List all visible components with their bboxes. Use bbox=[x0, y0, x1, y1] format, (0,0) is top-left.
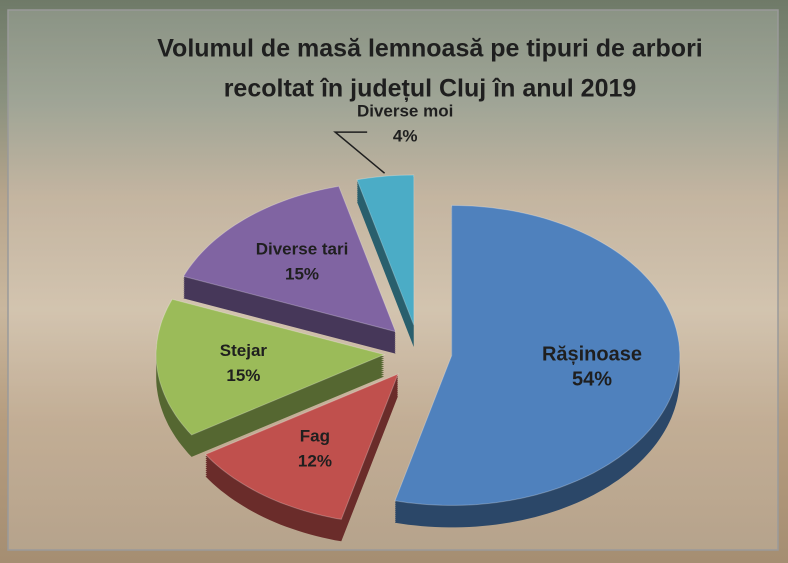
data-label-name: Rășinoase bbox=[542, 343, 642, 365]
data-label-value: 15% bbox=[285, 264, 319, 283]
chart-title: recoltat în județul Cluj în anul 2019 bbox=[224, 75, 637, 103]
data-label-value: 54% bbox=[572, 368, 612, 390]
data-label-name: Diverse moi bbox=[357, 102, 453, 121]
slide: Volumul de masă lemnoasă pe tipuri de ar… bbox=[0, 0, 788, 563]
data-label-name: Fag bbox=[300, 427, 330, 446]
data-label-name: Diverse tari bbox=[256, 239, 349, 258]
data-label-value: 4% bbox=[393, 127, 418, 146]
data-label-name: Stejar bbox=[220, 341, 268, 360]
data-label-value: 12% bbox=[298, 452, 332, 471]
chart-title: Volumul de masă lemnoasă pe tipuri de ar… bbox=[157, 35, 703, 63]
chart: Volumul de masă lemnoasă pe tipuri de ar… bbox=[0, 0, 788, 563]
data-label-value: 15% bbox=[226, 366, 260, 385]
